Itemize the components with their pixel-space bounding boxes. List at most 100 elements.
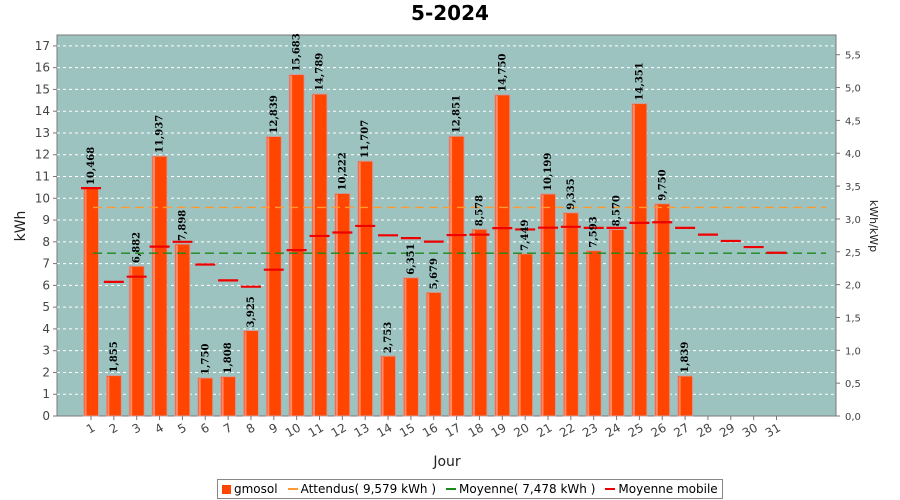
bar-highlight — [313, 95, 315, 417]
x-tick-label: 31 — [763, 420, 783, 440]
y-tick-label: 3 — [42, 344, 50, 358]
bar-highlight — [564, 213, 567, 416]
x-tick-label: 2 — [107, 420, 121, 436]
bar-data-label: 6,351 — [406, 243, 417, 274]
chart-title: 5-2024 — [411, 1, 489, 25]
x-axis: 1 2 3 4 5 6 7 8 9 10 11 12 13 14 15 16 17 18 19 20 21 22 23 24 2… — [84, 416, 783, 440]
bar-highlight — [450, 137, 453, 416]
x-tick-label: 9 — [267, 420, 281, 436]
y2-tick-label: 0,0 — [845, 412, 861, 423]
plot-area — [56, 34, 837, 417]
legend-moving-swatch — [605, 488, 616, 490]
bar-data-label: 10,199 — [543, 153, 554, 191]
y2-tick-label: 1,0 — [845, 346, 861, 357]
x-tick-label: 7 — [221, 420, 235, 436]
bar-highlight — [495, 95, 498, 416]
bar-data-label: 2,753 — [383, 322, 394, 353]
y-tick-label: 13 — [35, 126, 50, 140]
x-tick-label: 21 — [534, 420, 554, 440]
x-tick-label: 12 — [329, 420, 349, 440]
y-axis-title: kWh — [13, 211, 29, 242]
legend-bar-swatch — [222, 484, 231, 494]
data-labels: 10,468 1,855 6,882 11,937 7,898 1,750 1,808 3,9… — [86, 33, 691, 375]
x-tick-label: 25 — [626, 420, 646, 440]
bar-highlight — [358, 162, 361, 416]
y2-tick-label: 5,0 — [845, 84, 861, 95]
bar-series — [83, 74, 694, 417]
x-tick-label: 28 — [694, 420, 714, 440]
bar-data-label: 9,335 — [566, 178, 577, 209]
bar-highlight — [587, 251, 590, 416]
legend: gmosol Attendus( 9,579 kWh ) Moyenne( 7,… — [217, 479, 723, 499]
y2-tick-label: 1,5 — [845, 313, 861, 324]
x-axis-title: Jour — [432, 454, 461, 470]
bar-data-label: 9,750 — [657, 169, 668, 200]
legend-label-expected: Attendus( 9,579 kWh ) — [300, 482, 437, 496]
x-tick-label: 4 — [152, 420, 166, 436]
y2-axis-title: kWh/kWp — [867, 200, 880, 252]
bar-data-label: 11,937 — [155, 115, 166, 153]
bar-highlight — [130, 267, 133, 416]
y2-tick-label: 0,5 — [845, 379, 861, 390]
x-tick-label: 17 — [443, 420, 463, 440]
legend-item-bars: gmosol — [222, 482, 278, 496]
y-tick-label: 16 — [35, 61, 50, 75]
bar-data-label: 14,351 — [634, 62, 645, 100]
x-tick-label: 19 — [489, 420, 509, 440]
x-tick-label: 15 — [397, 420, 417, 440]
legend-item-moving: Moyenne mobile — [605, 482, 718, 496]
bar-highlight — [404, 278, 407, 416]
y-tick-label: 12 — [35, 148, 50, 162]
y-tick-label: 7 — [42, 257, 50, 271]
bar-highlight — [678, 376, 681, 416]
x-tick-label: 11 — [306, 420, 326, 440]
y-tick-label: 8 — [42, 235, 50, 249]
bar-data-label: 1,750 — [200, 344, 211, 375]
y2-tick-label: 4,0 — [845, 149, 861, 160]
legend-item-average: Moyenne( 7,478 kWh ) — [446, 482, 595, 496]
x-tick-label: 14 — [374, 420, 394, 440]
bar-data-label: 3,925 — [246, 296, 257, 327]
y2-tick-label: 2,5 — [845, 248, 861, 259]
x-tick-label: 5 — [175, 420, 189, 436]
y-tick-label: 11 — [35, 170, 50, 184]
x-tick-label: 27 — [671, 420, 691, 440]
bar-data-label: 12,851 — [452, 95, 463, 133]
x-tick-label: 6 — [198, 420, 212, 436]
bar-data-label: 1,839 — [680, 342, 691, 373]
x-tick-label: 16 — [420, 420, 440, 440]
y-tick-label: 10 — [35, 191, 50, 205]
bar-data-label: 1,855 — [109, 341, 120, 372]
y-tick-label: 9 — [42, 213, 50, 227]
bar-data-label: 12,839 — [269, 95, 280, 133]
x-tick-label: 10 — [283, 420, 303, 440]
y-tick-label: 14 — [35, 104, 50, 118]
y-tick-label: 2 — [42, 365, 50, 379]
bar-highlight — [84, 189, 87, 416]
x-tick-label: 29 — [717, 420, 737, 440]
x-tick-label: 30 — [740, 420, 760, 440]
bar-highlight — [290, 75, 293, 416]
y2-tick-label: 4,5 — [845, 116, 861, 127]
bar-data-label: 5,679 — [429, 258, 440, 289]
bar-highlight — [244, 331, 247, 416]
y-tick-label: 15 — [35, 82, 50, 96]
x-tick-label: 26 — [649, 420, 669, 440]
legend-average-swatch — [446, 488, 457, 490]
bar-data-label: 6,882 — [132, 232, 143, 263]
x-tick-label: 18 — [466, 420, 486, 440]
moving-average-series — [81, 186, 787, 288]
bar-data-label: 8,578 — [474, 195, 485, 226]
bar-highlight — [267, 137, 270, 416]
legend-label-bars: gmosol — [234, 482, 278, 496]
bar-data-label: 7,449 — [520, 219, 531, 250]
reference-lines — [93, 206, 826, 254]
bar-highlight — [541, 194, 544, 416]
y-tick-label: 4 — [42, 322, 50, 336]
bar-highlight — [655, 204, 658, 416]
bar-highlight — [610, 230, 613, 416]
bar-highlight — [175, 245, 178, 416]
bar-highlight — [153, 157, 156, 417]
x-tick-label: 1 — [84, 420, 98, 436]
